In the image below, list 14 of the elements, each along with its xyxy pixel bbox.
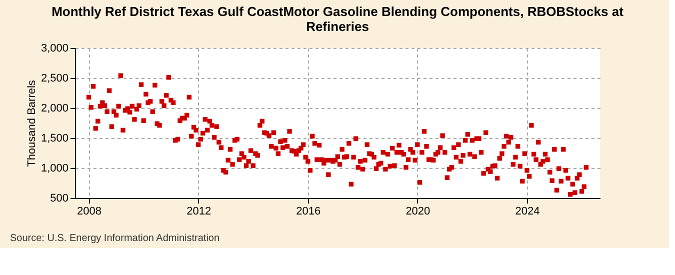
y-tick-label: 2,000 bbox=[40, 102, 68, 114]
x-tick-label: 2016 bbox=[296, 206, 321, 218]
y-tick-label: 2,500 bbox=[40, 72, 68, 84]
y-tick-label: 500 bbox=[50, 192, 68, 204]
chart-title: Monthly Ref District Texas Gulf CoastMotor Gasoline Blending Components, RBOBStocks at Refineries bbox=[52, 4, 624, 34]
x-tick-label: 2012 bbox=[186, 206, 212, 218]
x-tick-label: 2020 bbox=[406, 206, 430, 218]
y-tick-label: 3,000 bbox=[40, 42, 68, 54]
x-tick-label: 2024 bbox=[515, 206, 540, 218]
y-axis-title: Thousand Barrels bbox=[26, 80, 38, 167]
source-note: Source: U.S. Energy Information Administration bbox=[10, 233, 220, 244]
y-tick-label: 1,500 bbox=[40, 132, 68, 144]
y-tick-label: 1,000 bbox=[40, 162, 68, 174]
x-tick-label: 2008 bbox=[77, 206, 102, 218]
